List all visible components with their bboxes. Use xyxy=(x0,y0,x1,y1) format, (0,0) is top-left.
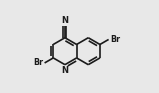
Text: N: N xyxy=(61,16,68,25)
Text: N: N xyxy=(61,66,68,75)
Text: Br: Br xyxy=(110,35,120,44)
Text: Br: Br xyxy=(33,58,43,67)
